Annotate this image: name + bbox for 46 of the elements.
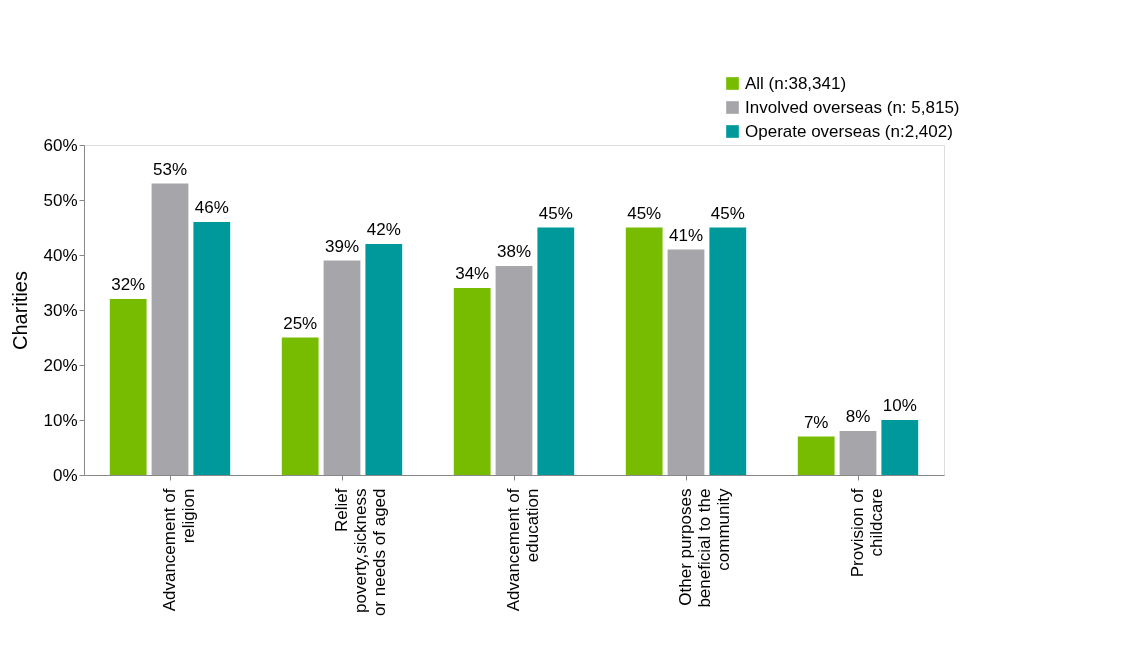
data-label: 39% bbox=[324, 236, 360, 256]
bar bbox=[709, 227, 747, 475]
bar bbox=[323, 260, 361, 475]
y-tick-label: 40% bbox=[43, 245, 78, 265]
data-label: 45% bbox=[538, 203, 573, 223]
y-axis-title: Charities bbox=[9, 271, 32, 350]
data-label: 8% bbox=[845, 407, 871, 426]
legend-label: All (n:38,341) bbox=[745, 73, 847, 93]
data-label: 53% bbox=[152, 159, 188, 179]
bar bbox=[797, 436, 835, 475]
data-label: 42% bbox=[366, 220, 401, 239]
data-label: 45% bbox=[627, 203, 662, 223]
bar bbox=[109, 299, 147, 475]
y-tick-label: 10% bbox=[43, 410, 78, 430]
x-tick-label: Advancement of religion bbox=[160, 488, 198, 612]
bar bbox=[453, 288, 491, 475]
bar bbox=[881, 420, 919, 475]
y-tick-label: 50% bbox=[43, 190, 78, 210]
bar bbox=[281, 337, 319, 475]
bar bbox=[193, 222, 231, 475]
bar bbox=[495, 266, 533, 475]
legend-label: Operate overseas (n:2,402) bbox=[745, 121, 953, 141]
y-tick-label: 60% bbox=[43, 135, 78, 155]
x-tick-label: Relief poverty,sickness or needs of aged bbox=[332, 488, 389, 617]
y-tick-label: 20% bbox=[43, 355, 78, 375]
bar bbox=[839, 431, 877, 475]
bar bbox=[667, 249, 705, 475]
data-label: 34% bbox=[455, 264, 490, 283]
x-tick-label: Provision of childcare bbox=[848, 488, 886, 578]
y-tick-label: 30% bbox=[43, 300, 78, 320]
data-label: 46% bbox=[194, 198, 229, 217]
bar bbox=[625, 227, 663, 475]
y-tick-label: 0% bbox=[52, 465, 78, 485]
data-label: 25% bbox=[283, 313, 318, 333]
data-label: 10% bbox=[882, 396, 917, 415]
bar bbox=[365, 244, 403, 475]
data-label: 32% bbox=[111, 275, 146, 294]
data-label: 38% bbox=[496, 242, 532, 261]
legend-label: Involved overseas (n: 5,815) bbox=[745, 97, 960, 117]
data-label: 45% bbox=[710, 203, 745, 223]
bar bbox=[537, 227, 575, 475]
data-label: 41% bbox=[668, 225, 704, 245]
bar bbox=[151, 183, 189, 475]
x-tick-label: Other purposes beneficial to the community bbox=[676, 488, 733, 608]
data-label: 7% bbox=[803, 412, 829, 432]
x-tick-label: Advancement of education bbox=[504, 488, 542, 612]
